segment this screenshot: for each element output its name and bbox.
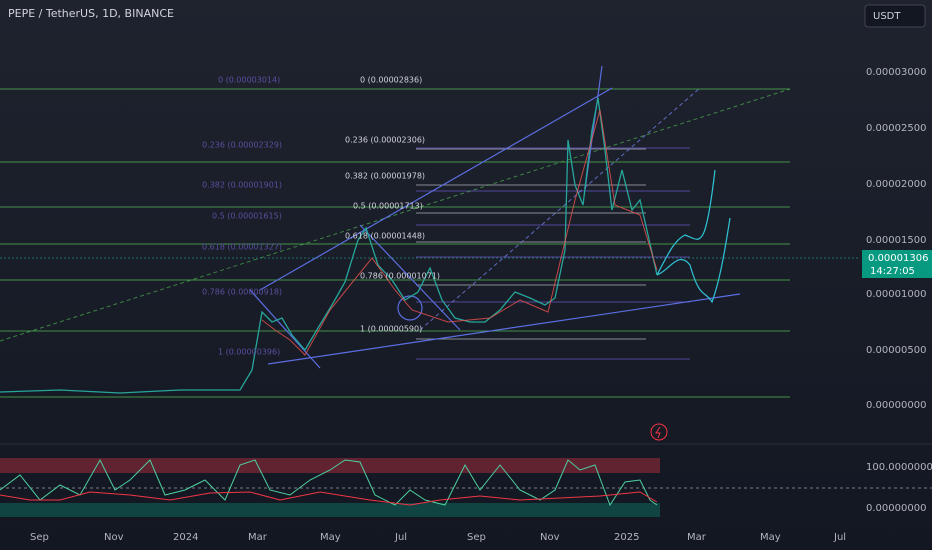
labels: 0.00003000 0.00002500 0.00002000 0.00001500… — [30, 67, 932, 543]
price-tag — [862, 250, 932, 278]
levels — [0, 88, 790, 398]
price-path — [0, 97, 658, 394]
time-label: Jul — [394, 532, 407, 543]
time-label: Nov — [540, 532, 560, 543]
fib-right-label: 0.786 (0.00001071) — [360, 272, 440, 281]
fib-right-label: 0.236 (0.00002306) — [345, 136, 425, 145]
currency-button[interactable] — [864, 4, 926, 28]
fib-lines — [416, 147, 690, 360]
price-label: 0.00002000 — [866, 179, 926, 190]
time-label: Sep — [467, 532, 486, 543]
trend-dashed — [0, 88, 791, 342]
time-label: 2024 — [173, 532, 198, 543]
price-path-red — [261, 109, 658, 356]
symbol-title: PEPE / TetherUS, 1D, BINANCE — [8, 7, 174, 20]
fib-left-label: 0 (0.00003014) — [218, 76, 280, 85]
overbought-band — [0, 458, 660, 473]
price-label: 0.00000500 — [866, 345, 926, 356]
fib-right-label: 1 (0.00000590) — [360, 325, 422, 334]
time-label: 2025 — [614, 532, 639, 543]
oscillator-label: 100.00000000 — [866, 462, 932, 473]
oscillator-red — [0, 491, 658, 506]
time-label: Sep — [30, 532, 49, 543]
channels — [249, 65, 741, 369]
time-label: Mar — [248, 532, 268, 543]
price-tag-value: 0.00001306 — [868, 253, 928, 264]
price-label: 0.00000000 — [866, 400, 926, 411]
price-label: 0.00001000 — [866, 289, 926, 300]
price-label: 0.00003000 — [866, 67, 926, 78]
time-label: May — [760, 532, 781, 543]
oversold-band — [0, 503, 660, 517]
fib-right-label: 0.5 (0.00001713) — [353, 202, 423, 211]
fib-left-label: 1 (0.00000396) — [218, 348, 280, 357]
projection — [656, 169, 731, 304]
event-bolt — [655, 426, 661, 439]
currency-label[interactable]: USDT — [873, 11, 901, 22]
fib-left-label: 0.5 (0.00001615) — [212, 212, 282, 221]
time-label: Mar — [687, 532, 707, 543]
time-label: Jul — [833, 532, 846, 543]
fib-lines-2 — [416, 148, 646, 340]
event-icon[interactable] — [650, 423, 668, 441]
time-label: Nov — [104, 532, 124, 543]
price-label: 0.00002500 — [866, 123, 926, 134]
fib-left-label: 0.618 (0.00001327) — [202, 243, 282, 252]
fib-right-label: 0.618 (0.00001448) — [345, 232, 425, 241]
trend-dashed-2 — [419, 87, 701, 331]
fib-right-label: 0.382 (0.00001978) — [345, 172, 425, 181]
price-label: 0.00001500 — [866, 235, 926, 246]
fib-left-label: 0.382 (0.00001901) — [202, 181, 282, 190]
time-label: May — [320, 532, 341, 543]
fib-right-label: 0 (0.00002836) — [360, 76, 422, 85]
fib-left-label: 0.236 (0.00002329) — [202, 141, 282, 150]
fib-left-label: 0.786 (0.00000918) — [202, 288, 282, 297]
oscillator — [0, 458, 658, 507]
price-tag-countdown: 14:27:05 — [870, 266, 915, 277]
oscillator-label: 0.00000000 — [866, 503, 926, 514]
